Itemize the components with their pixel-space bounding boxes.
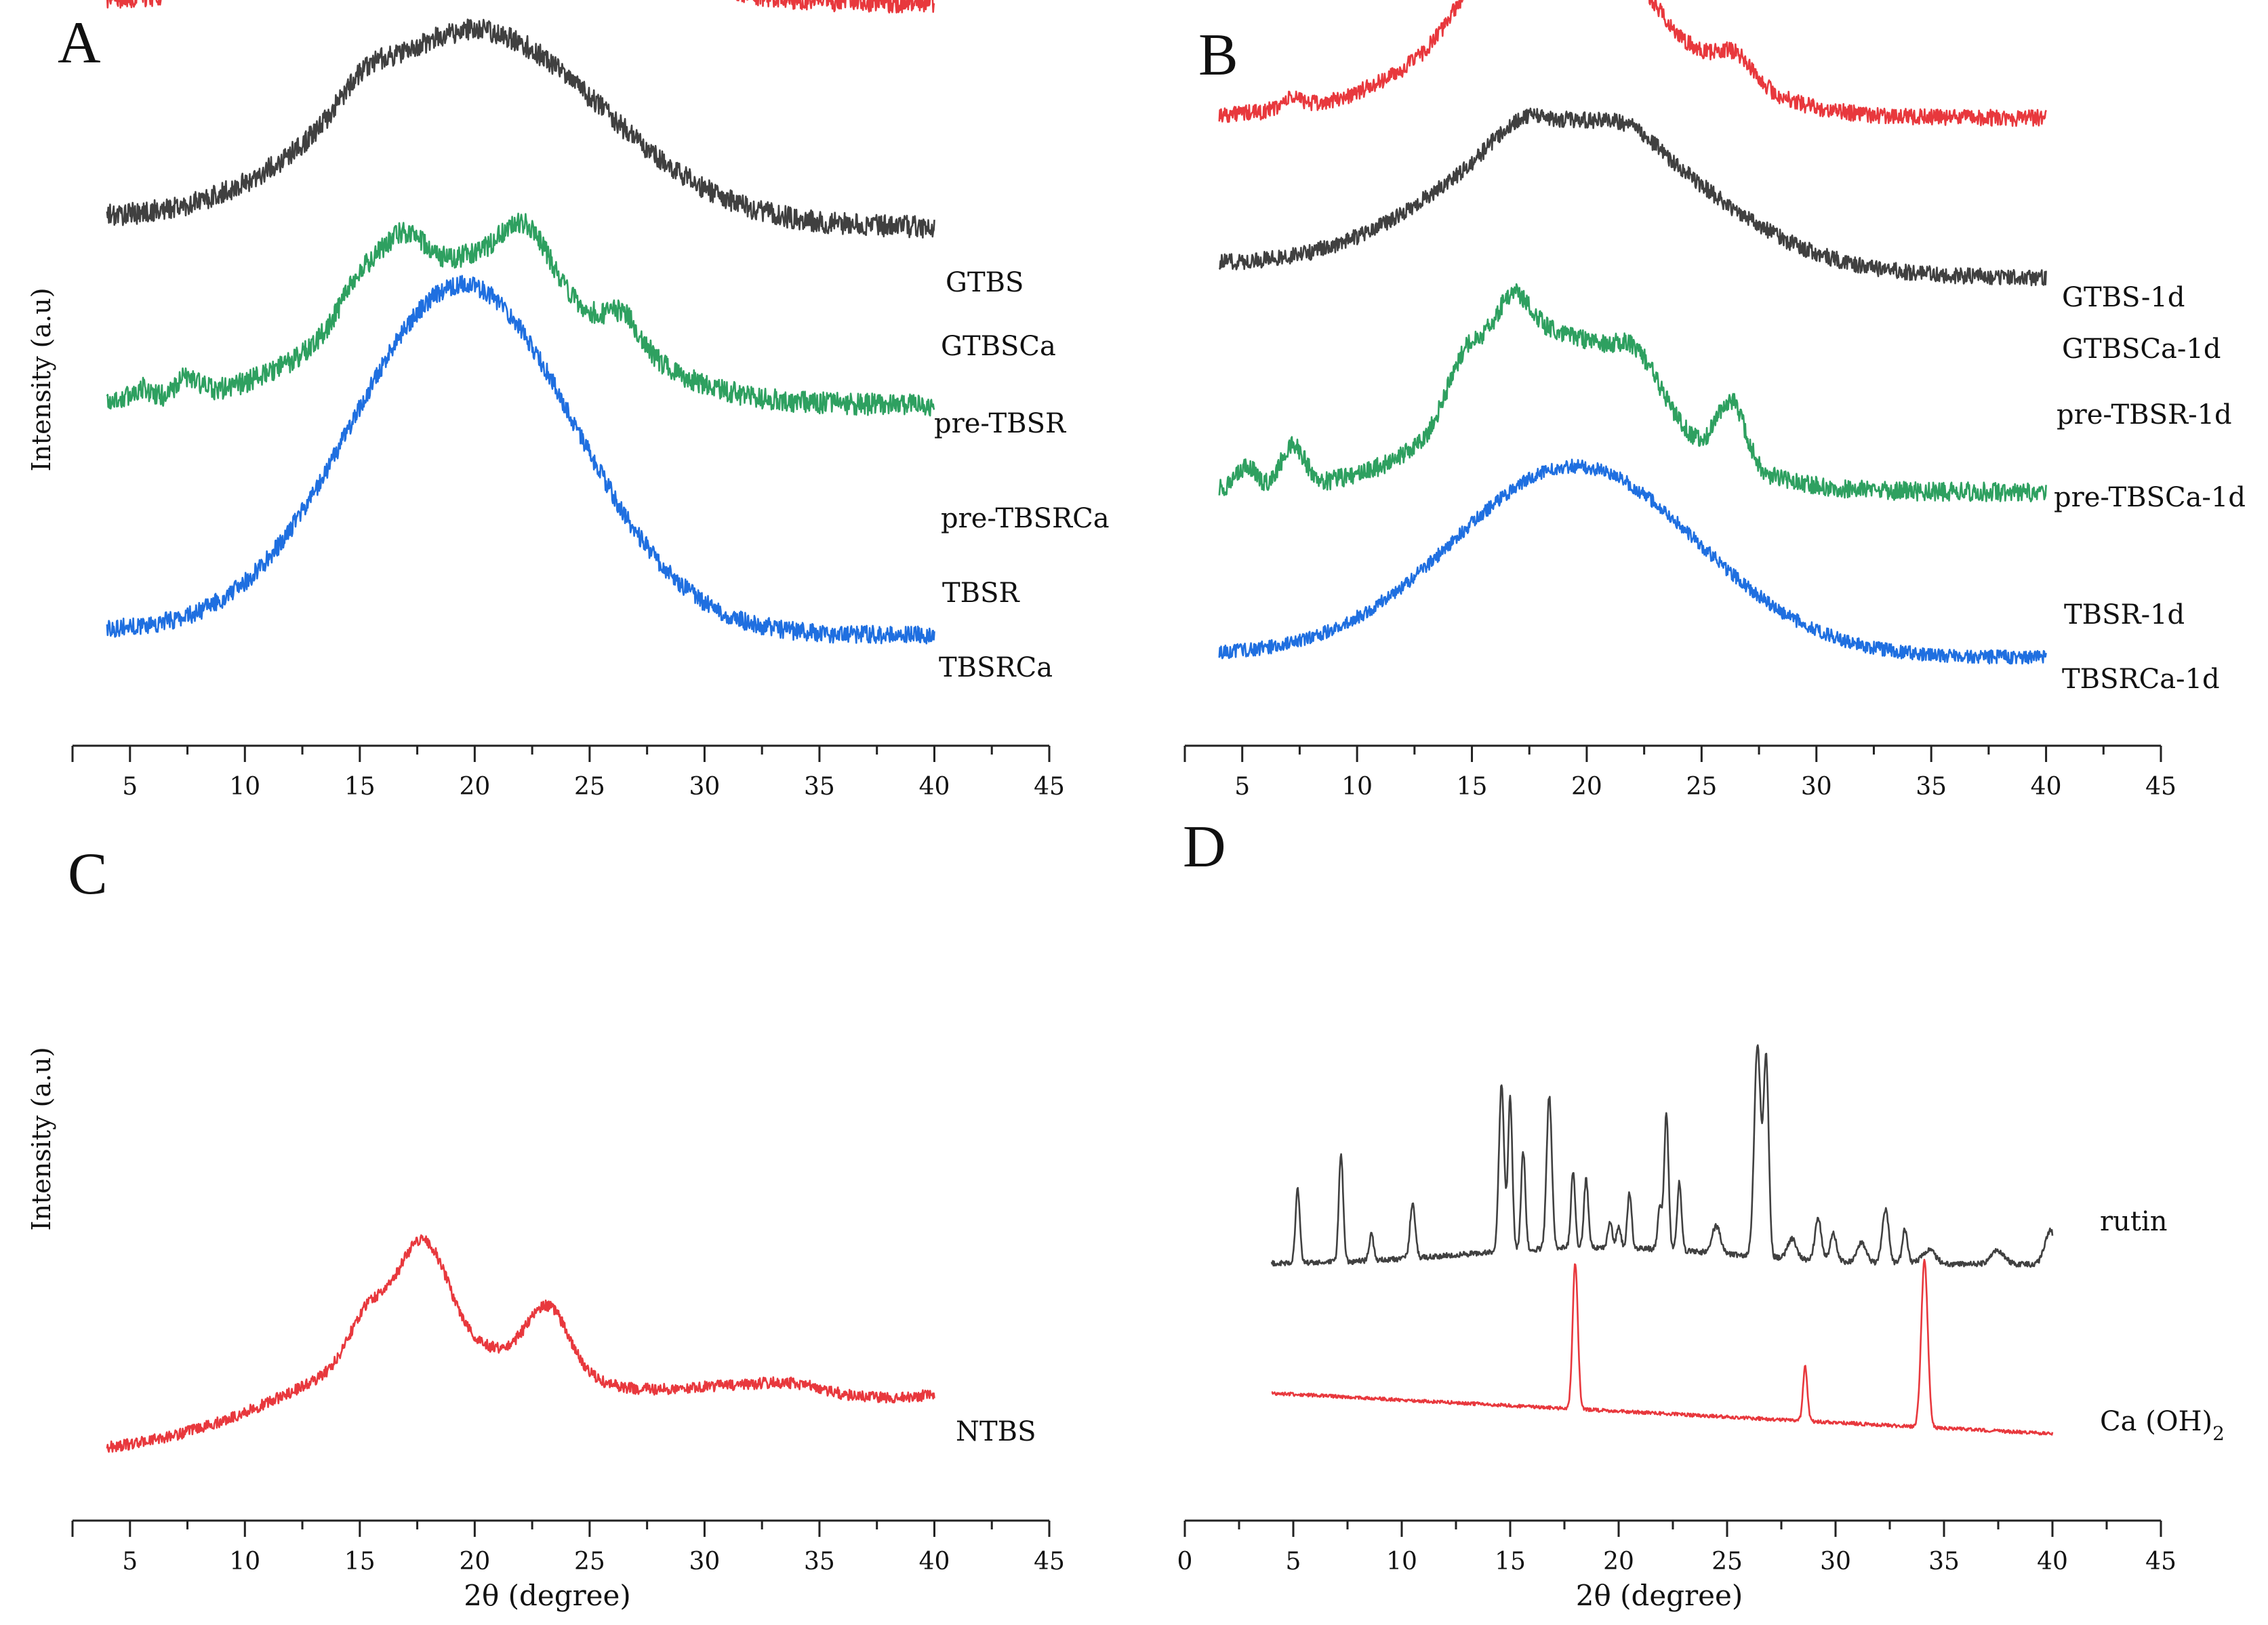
panel-c-tick-label-10: 10 (229, 1548, 260, 1576)
panel-d-tick-label-25: 25 (1712, 1548, 1743, 1576)
panel-b-series-pre-tbsca-1d (1218, 107, 2047, 287)
panel-a-tick-label-30: 30 (689, 773, 721, 801)
panel-c-series-ntbs (106, 1234, 935, 1453)
panel-b-tick-label-30: 30 (1801, 773, 1832, 801)
panel-c-tick-label-20: 20 (459, 1548, 490, 1576)
panel-d-x-axis-label: 2θ (degree) (1576, 1579, 1743, 1612)
panel-b-series-label-gtbsca-1d: GTBSCa-1d (2062, 334, 2221, 365)
panel-d-tick-label-30: 30 (1820, 1548, 1851, 1576)
panel-d-series-label-subscript: 2 (2212, 1422, 2225, 1445)
panel-a-tick-label-40: 40 (919, 773, 950, 801)
panel-d-series-ca-oh (1271, 1258, 2054, 1436)
panel-a-series-label-tbsrca: TBSRCa (939, 652, 1053, 683)
panel-c-series-label-ntbs: NTBS (956, 1416, 1036, 1447)
panel-a-series-label-pre-tbsr: pre-TBSR (934, 408, 1067, 439)
panel-c-x-axis-label: 2θ (degree) (464, 1579, 631, 1612)
panel-d-chart: 0 5 10 15 20 25 30 35 40 45 2θ (degree) rutin Ca (OH… (1177, 1044, 2225, 1612)
panel-d-tick-label-10: 10 (1386, 1548, 1417, 1576)
panel-d-tick-label-20: 20 (1603, 1548, 1634, 1576)
panel-c-tick-label-30: 30 (689, 1548, 721, 1576)
panel-b-series-label-gtbs-1d: GTBS-1d (2062, 282, 2185, 313)
panel-a-letter: A (58, 10, 101, 76)
panel-a-series-pre-tbsr (106, 0, 935, 14)
panel-c-tick-label-35: 35 (804, 1548, 835, 1576)
panel-a-series-label-pre-tbsrca: pre-TBSRCa (941, 503, 1110, 534)
panel-d-letter: D (1183, 814, 1226, 880)
panel-c-tick-label-5: 5 (122, 1548, 138, 1576)
panel-c-letter: C (68, 841, 108, 907)
panel-a-series-tbsr (106, 212, 935, 417)
panel-a-tick-label-5: 5 (122, 773, 138, 801)
panel-c-chart: 5 10 15 20 25 30 35 40 45 Intensity (a.u) 2θ (degr… (26, 1047, 1065, 1612)
panel-b-series-label-pre-tbsca-1d: pre-TBSCa-1d (2054, 482, 2246, 513)
panel-a-series-label-gtbs: GTBS (946, 267, 1024, 298)
panel-d-tick-label-35: 35 (1928, 1548, 1960, 1576)
panel-d-tick-label-45: 45 (2145, 1548, 2176, 1576)
panel-a-tick-label-10: 10 (229, 773, 260, 801)
panel-a-tick-label-35: 35 (804, 773, 835, 801)
panel-b-tick-label-35: 35 (1916, 773, 1947, 801)
panel-d-tick-label-0: 0 (1177, 1548, 1193, 1576)
panel-a-y-axis-label: Intensity (a.u) (26, 287, 56, 471)
panel-d-tick-label-15: 15 (1495, 1548, 1526, 1576)
panel-c-y-axis-label: Intensity (a.u) (26, 1047, 56, 1230)
panel-b-series-label-tbsr-1d: TBSR-1d (2064, 599, 2185, 630)
panel-b-series-tbsr-1d (1218, 283, 2047, 502)
panel-b-chart: 5 10 15 20 25 30 35 40 45 GTBS-1d GTBSCa-1d pre-TBS… (1183, 0, 2246, 801)
panel-a-series-label-gtbsca: GTBSCa (941, 331, 1056, 362)
panel-a-series-pre-tbsrca (106, 18, 935, 239)
panel-d-series-label-rutin: rutin (2100, 1206, 2168, 1237)
panel-d-tick-label-5: 5 (1286, 1548, 1301, 1576)
panel-d-series-label-ca-oh: Ca (OH)2 (2100, 1406, 2225, 1445)
panel-b-series-label-pre-tbsr-1d: pre-TBSR-1d (2057, 399, 2232, 430)
panel-a-tick-label-25: 25 (574, 773, 605, 801)
panel-b-tick-label-10: 10 (1341, 773, 1373, 801)
panel-c-tick-label-45: 45 (1034, 1548, 1065, 1576)
panel-b-tick-label-40: 40 (2031, 773, 2062, 801)
panel-b-tick-label-5: 5 (1234, 773, 1250, 801)
panel-c-tick-label-15: 15 (344, 1548, 376, 1576)
panel-b-tick-label-20: 20 (1571, 773, 1602, 801)
panel-b-series-label-tbsrca-1d: TBSRCa-1d (2062, 664, 2220, 695)
panel-a-tick-label-20: 20 (459, 773, 490, 801)
panel-c-tick-label-25: 25 (574, 1548, 605, 1576)
panel-b-letter: B (1198, 22, 1238, 88)
panel-b-series-tbsrca-1d (1218, 458, 2047, 665)
panel-a-chart: 5 10 15 20 25 30 35 40 45 Intensity (a.u) GTBS GTBS… (26, 0, 1110, 801)
panel-a-tick-label-15: 15 (344, 773, 376, 801)
panel-c-tick-label-40: 40 (919, 1548, 950, 1576)
panel-a-series-tbsrca (106, 275, 935, 645)
panel-b-series-pre-tbsr-1d (1218, 0, 2047, 127)
panel-a-series-label-tbsr: TBSR (942, 578, 1020, 609)
panel-d-series-rutin (1270, 1044, 2054, 1268)
panel-d-tick-label-40: 40 (2037, 1548, 2068, 1576)
panel-b-tick-label-25: 25 (1686, 773, 1717, 801)
panel-a-tick-label-45: 45 (1034, 773, 1065, 801)
panel-b-tick-label-45: 45 (2145, 773, 2176, 801)
panel-b-tick-label-15: 15 (1457, 773, 1488, 801)
